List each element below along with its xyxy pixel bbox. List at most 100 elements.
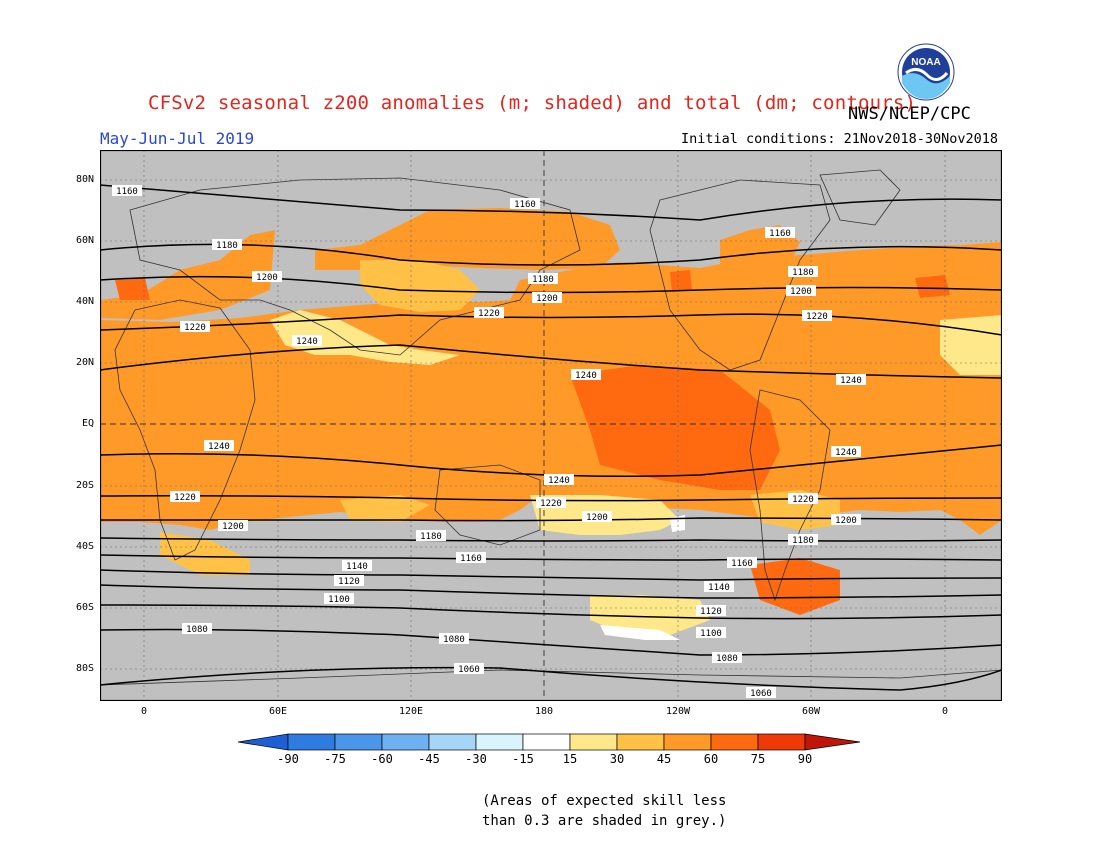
- colorbar-label-60: 60: [703, 752, 719, 766]
- contour-label-1160: 1160: [460, 554, 482, 564]
- contour-label-1240: 1240: [840, 376, 862, 386]
- colorbar: [238, 733, 861, 751]
- contour-label-1240: 1240: [548, 476, 570, 486]
- contour-label-1140: 1140: [708, 583, 730, 593]
- colorbar-bin-6: [522, 733, 571, 751]
- anomaly-15-30-south-pacific: [590, 595, 710, 635]
- lon-label-120w: 120W: [665, 706, 691, 717]
- noaa-logo: NOAA: [897, 43, 955, 101]
- contour-label-1180: 1180: [420, 532, 442, 542]
- colorbar-bin-5: [475, 733, 524, 751]
- colorbar-label-minus15: -15: [512, 752, 534, 766]
- australia-outline: [434, 464, 541, 546]
- contour-label-1240: 1240: [296, 337, 318, 347]
- south-america-outline: [749, 389, 831, 602]
- antarctica-outline: [100, 669, 1002, 686]
- africa-outline: [114, 299, 256, 561]
- anomaly-60-75-europe: [115, 278, 150, 300]
- contour-label-1160: 1160: [769, 229, 791, 239]
- contour-label-1200: 1200: [790, 287, 812, 297]
- contour-1100: [100, 604, 1002, 620]
- colorbar-bin-7: [569, 733, 618, 751]
- contour-1160-north: [100, 184, 1002, 221]
- contour-label-1220: 1220: [478, 309, 500, 319]
- contour-1120: [100, 584, 1002, 599]
- lat-label-40n: 40N: [75, 296, 94, 307]
- contour-label-1140: 1140: [346, 562, 368, 572]
- colorbar-bin-1: [287, 733, 336, 751]
- contour-label-1120: 1120: [700, 607, 722, 617]
- greenland-outline: [819, 169, 901, 226]
- contour-labels: 1160 1160 1160 1180 1180 1180 1200 1200 …: [112, 185, 866, 699]
- contour-label-1160: 1160: [116, 187, 138, 197]
- anomaly-60-75-south-atlantic: [750, 558, 840, 615]
- contour-label-1220: 1220: [174, 493, 196, 503]
- anomaly-60-75-north-america: [670, 270, 692, 292]
- anomaly-45-60-region: [100, 242, 1002, 535]
- anomaly-30-45-south-indian: [340, 495, 430, 522]
- colorbar-bin-11: [757, 733, 806, 751]
- colorbar-label-30: 30: [609, 752, 625, 766]
- contour-1060: [100, 666, 1002, 691]
- colorbar-bin-9: [663, 733, 712, 751]
- grid-lines: [100, 150, 1002, 701]
- anomaly-near-zero-antarctic: [600, 625, 680, 640]
- contour-label-1240: 1240: [208, 442, 230, 452]
- contour-label-1240: 1240: [575, 371, 597, 381]
- contour-label-1100: 1100: [328, 595, 350, 605]
- anomaly-60-75-atlantic: [915, 275, 950, 298]
- lat-label-20s: 20S: [75, 480, 94, 491]
- contour-label-1220: 1220: [184, 323, 206, 333]
- lat-label-80s: 80S: [75, 663, 94, 674]
- colorbar-bin-4: [428, 733, 477, 751]
- contour-label-1060: 1060: [458, 665, 480, 675]
- contour-label-1220: 1220: [806, 312, 828, 322]
- colorbar-label-minus45: -45: [418, 752, 440, 766]
- contour-1160-south: [100, 554, 1002, 561]
- colorbar-bin-8: [616, 733, 665, 751]
- lon-label-120e: 120E: [398, 706, 424, 717]
- colorbar-bin-10: [710, 733, 759, 751]
- anomaly-15-30-east: [940, 315, 1002, 375]
- contour-label-1220: 1220: [540, 499, 562, 509]
- contour-label-1180: 1180: [532, 275, 554, 285]
- contour-1180-north: [100, 243, 1002, 266]
- lon-label-0-east: 0: [941, 706, 949, 717]
- map-frame: [100, 150, 1002, 701]
- contour-label-1100: 1100: [700, 629, 722, 639]
- colorbar-label-minus30: -30: [465, 752, 487, 766]
- lat-label-60n: 60N: [75, 235, 94, 246]
- contour-1220-north: [100, 313, 1002, 336]
- contour-label-1200: 1200: [256, 273, 278, 283]
- lon-label-60e: 60E: [268, 706, 288, 717]
- lon-label-60w: 60W: [801, 706, 821, 717]
- contour-label-1180: 1180: [792, 536, 814, 546]
- lat-label-eq: EQ: [81, 418, 94, 429]
- colorbar-arrow-left: [238, 733, 289, 751]
- contour-label-1200: 1200: [586, 513, 608, 523]
- forecast-period: May-Jun-Jul 2019: [100, 129, 255, 148]
- colorbar-label-90: 90: [797, 752, 813, 766]
- contour-label-1080: 1080: [186, 625, 208, 635]
- contour-label-1240: 1240: [835, 448, 857, 458]
- colorbar-label-15: 15: [562, 752, 578, 766]
- contour-label-1060: 1060: [750, 689, 772, 699]
- colorbar-label-75: 75: [750, 752, 766, 766]
- anomaly-map: 1160 1160 1160 1180 1180 1180 1200 1200 …: [100, 150, 1002, 701]
- lat-label-80n: 80N: [75, 174, 94, 185]
- colorbar-arrow-right: [804, 733, 861, 751]
- colorbar-label-minus75: -75: [324, 752, 346, 766]
- contour-label-1180: 1180: [792, 268, 814, 278]
- skill-note-line-1: (Areas of expected skill less: [482, 793, 727, 809]
- contour-label-1200: 1200: [222, 522, 244, 532]
- skill-note-line-2: than 0.3 are shaded in grey.): [482, 813, 727, 829]
- lat-label-60s: 60S: [75, 602, 94, 613]
- anomaly-60-75-east-pacific: [570, 365, 780, 490]
- logo-text: NOAA: [911, 57, 940, 68]
- north-america-outline: [649, 179, 831, 371]
- colorbar-bin-2: [334, 733, 383, 751]
- contour-label-1180: 1180: [216, 241, 238, 251]
- contour-label-1220: 1220: [792, 495, 814, 505]
- agency-label: NWS/NCEP/CPC: [848, 104, 971, 124]
- skill-note: (Areas of expected skill less than 0.3 a…: [482, 791, 726, 831]
